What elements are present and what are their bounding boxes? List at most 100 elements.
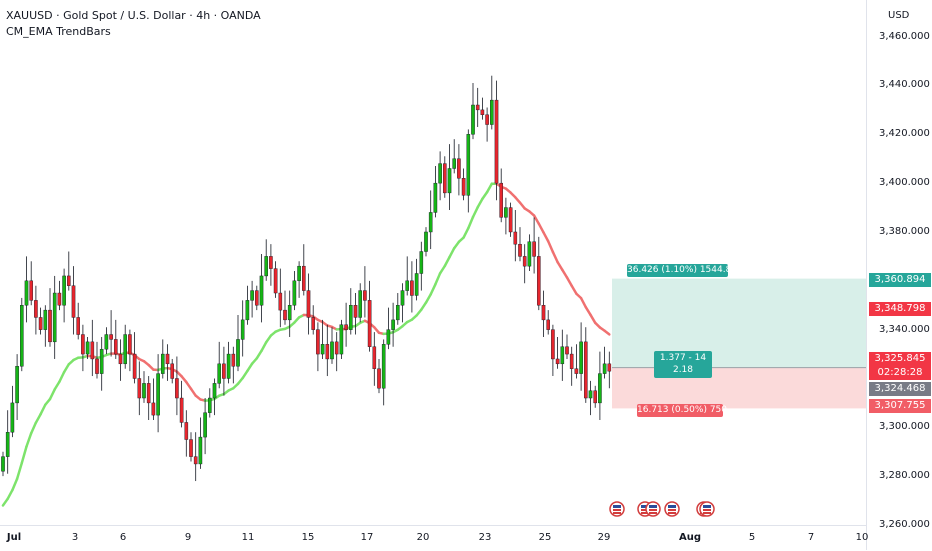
candle-body: [246, 300, 249, 320]
candle-body: [518, 244, 521, 256]
candle-body: [16, 366, 19, 403]
candle-body: [218, 364, 221, 384]
ema-segment: [464, 228, 469, 237]
candle-body: [396, 305, 399, 320]
candle-body: [241, 320, 244, 340]
candle-body: [302, 266, 305, 290]
ema-segment: [450, 248, 455, 257]
candle-body: [321, 344, 324, 354]
ema-segment: [431, 284, 436, 294]
candle-body: [48, 310, 51, 342]
candle-body: [495, 100, 498, 183]
ema-segment: [22, 446, 27, 463]
candle-body: [171, 364, 174, 379]
candle-body: [443, 164, 446, 193]
candle-body: [424, 232, 427, 252]
candle-body: [335, 342, 338, 354]
chart-area[interactable]: XAUUSD · Gold Spot / U.S. Dollar · 4h · …: [0, 0, 866, 525]
candle-body: [312, 317, 315, 329]
candle-body: [359, 291, 362, 318]
ema-segment: [553, 252, 558, 262]
price-tick-label: 3,300.000: [879, 421, 930, 432]
countdown-tag: 02:28:28: [869, 366, 931, 380]
candle-body: [326, 344, 329, 359]
candle-body: [142, 383, 145, 398]
ema-segment: [558, 262, 563, 270]
ema-segment: [262, 342, 267, 351]
candle-body: [232, 354, 235, 366]
candle-body: [194, 457, 197, 464]
candle-body: [486, 115, 489, 125]
candle-body: [528, 242, 531, 266]
currency-label[interactable]: USD: [888, 10, 909, 21]
time-tick-label: 25: [539, 532, 552, 543]
ema-segment: [59, 372, 64, 382]
risk-reward-line1: 1.377 - 14: [654, 352, 712, 364]
loss-zone: [612, 368, 866, 409]
price-tick-label: 3,260.000: [879, 519, 930, 530]
candle-body: [448, 168, 451, 192]
candle-body: [509, 208, 512, 232]
ema-segment: [487, 184, 492, 192]
candle-body: [30, 281, 33, 301]
candle-body: [608, 364, 611, 371]
target-price-tag: 3,360.894: [869, 273, 931, 287]
candle-body: [204, 413, 207, 437]
event-flags[interactable]: [610, 502, 714, 516]
candle-body: [453, 159, 456, 169]
price-tick-label: 3,460.000: [879, 31, 930, 42]
indicator-label[interactable]: CM_EMA TrendBars: [6, 25, 111, 38]
candle-body: [533, 242, 536, 257]
candle-body: [429, 212, 432, 232]
candle-body: [6, 432, 9, 456]
candle-body: [81, 335, 84, 355]
candle-body: [537, 256, 540, 305]
symbol-title[interactable]: XAUUSD · Gold Spot / U.S. Dollar · 4h · …: [6, 9, 261, 22]
candle-body: [523, 256, 526, 266]
candle-body: [208, 398, 211, 413]
candle-body: [551, 330, 554, 359]
ema-segment: [581, 298, 586, 307]
candles: [1, 76, 611, 481]
candle-body: [34, 300, 37, 317]
ema-segment: [572, 286, 577, 294]
candle-body: [363, 291, 366, 301]
ema-segment: [445, 257, 450, 266]
candle-body: [373, 347, 376, 369]
candle-body: [222, 364, 225, 379]
candle-body: [44, 310, 47, 330]
ema-segment: [243, 371, 248, 378]
candle-body: [213, 383, 216, 398]
price-tick-label: 3,380.000: [879, 226, 930, 237]
ema-segment: [64, 364, 69, 372]
price-chart[interactable]: [0, 0, 866, 525]
candle-body: [514, 232, 517, 244]
candle-body: [251, 291, 254, 301]
candle-body: [565, 347, 568, 354]
ema-segment: [27, 433, 32, 446]
time-tick-label: 11: [242, 532, 255, 543]
ema-segment: [12, 479, 17, 490]
candle-body: [166, 354, 169, 364]
candle-body: [138, 378, 141, 398]
candle-body: [95, 359, 98, 374]
candle-body: [410, 281, 413, 296]
ema-segment: [544, 232, 549, 241]
candle-body: [504, 208, 507, 218]
flag-stripe: [668, 505, 676, 508]
ema-segment: [567, 277, 572, 285]
ema-segment: [468, 217, 473, 228]
candle-body: [307, 291, 310, 318]
candle-body: [439, 164, 442, 184]
candle-body: [349, 305, 352, 329]
candle-body: [161, 354, 164, 374]
position-tool[interactable]: [612, 279, 866, 409]
candle-body: [91, 342, 94, 359]
price-tick-label: 3,400.000: [879, 177, 930, 188]
candle-body: [114, 339, 117, 354]
ema-segment: [478, 199, 483, 207]
candle-body: [39, 317, 42, 329]
center-label: 1.377 - 14 2.18: [654, 351, 712, 378]
